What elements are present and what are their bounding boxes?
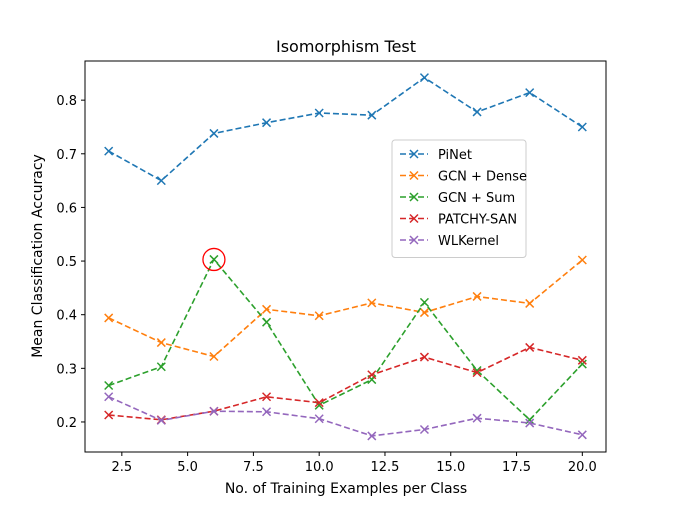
data-point-marker [367, 110, 377, 120]
data-point-marker [209, 406, 219, 416]
legend-label: WLKernel [438, 234, 499, 249]
data-point-marker [472, 365, 482, 376]
plot-frame [84, 60, 607, 453]
data-point-marker [472, 368, 482, 378]
data-point-marker [525, 88, 535, 98]
data-point-marker [525, 298, 535, 308]
y-tick-label: 0.5 [56, 255, 77, 270]
data-point-marker [314, 398, 324, 408]
data-point-marker [525, 418, 535, 428]
data-point-marker [472, 291, 482, 301]
data-point-marker [104, 410, 114, 420]
data-point-marker [262, 304, 272, 314]
data-point-marker [209, 128, 219, 138]
legend-item: PATCHY-SAN [400, 213, 517, 228]
y-tick-label: 0.7 [56, 148, 77, 163]
data-point-marker [104, 392, 114, 402]
x-axis: 2.5 5.0 7.5 10.0 12.5 15.0 17.5 20.0 [111, 452, 597, 475]
y-axis: 0.2 0.3 0.4 0.5 0.6 0.7 0.8 [56, 94, 85, 431]
legend-item: GCN + Sum [400, 191, 515, 206]
x-tick-label: 15.0 [436, 460, 465, 475]
series-layer [104, 73, 587, 441]
data-point-marker [262, 118, 272, 128]
data-point-marker [419, 297, 429, 307]
legend-label: GCN + Dense [438, 170, 527, 185]
data-point-marker [419, 308, 429, 318]
data-point-marker [419, 424, 429, 435]
data-point-marker [262, 392, 272, 402]
series-gcn-dense [104, 255, 587, 362]
data-point-marker [156, 415, 166, 425]
legend-label: GCN + Sum [438, 191, 515, 206]
data-point-marker [577, 355, 587, 365]
data-point-marker [104, 380, 114, 391]
data-point-marker [104, 146, 114, 156]
legend-label: PATCHY-SAN [438, 213, 517, 228]
plot-area [84, 60, 607, 453]
y-tick-label: 0.4 [56, 309, 77, 324]
legend-marker [409, 235, 419, 245]
data-point-marker [156, 176, 166, 186]
y-axis-label: Mean Classification Accuracy [30, 154, 46, 358]
legend-frame [391, 139, 527, 258]
data-point-marker [314, 108, 324, 118]
data-point-marker [209, 351, 219, 362]
data-point-marker [577, 430, 587, 440]
x-axis-label: No. of Training Examples per Class [225, 481, 467, 497]
data-point-marker [314, 311, 324, 321]
data-point-marker [367, 431, 377, 441]
legend-marker [409, 192, 419, 202]
legend-marker [409, 170, 419, 181]
data-point-marker [156, 338, 166, 348]
x-tick-label: 20.0 [568, 460, 597, 475]
highlight-circle [202, 247, 226, 272]
data-point-marker [419, 352, 429, 362]
data-point-marker [419, 73, 429, 83]
legend-label: PiNet [438, 148, 472, 163]
x-tick-label: 7.5 [243, 460, 264, 475]
legend: PiNet GCN + Dense GCN + Sum PATCHY-SAN WLKer… [391, 139, 527, 258]
data-point-marker [577, 255, 587, 265]
series-line [108, 346, 583, 421]
data-point-marker [367, 298, 377, 308]
x-tick-label: 17.5 [502, 460, 531, 475]
chart-title: Isomorphism Test [276, 37, 416, 56]
y-tick-label: 0.6 [56, 201, 77, 216]
legend-item: WLKernel [400, 234, 499, 249]
data-point-marker [577, 359, 587, 369]
series-line [108, 76, 583, 182]
series-wlkernel [104, 392, 587, 441]
series-line [108, 396, 583, 437]
data-point-marker [156, 362, 166, 372]
data-point-marker [472, 413, 482, 423]
data-point-marker [367, 370, 377, 380]
y-tick-label: 0.2 [56, 416, 77, 431]
legend-marker [409, 149, 419, 159]
series-gcn-sum [104, 254, 587, 425]
y-tick-label: 0.3 [56, 362, 77, 377]
data-point-marker [209, 254, 219, 264]
data-point-marker [577, 122, 587, 132]
data-point-marker [314, 414, 324, 424]
x-tick-label: 5.0 [177, 460, 198, 475]
legend-item: GCN + Dense [400, 170, 527, 185]
data-point-marker [525, 415, 535, 425]
data-point-marker [525, 342, 535, 352]
series-pinet [104, 73, 587, 186]
data-point-marker [472, 107, 482, 117]
y-tick-label: 0.8 [56, 94, 77, 109]
x-tick-label: 10.0 [305, 460, 334, 475]
x-tick-label: 12.5 [370, 460, 399, 475]
data-point-marker [104, 313, 114, 323]
legend-marker [409, 213, 419, 224]
series-line [108, 259, 583, 358]
legend-item: PiNet [400, 148, 472, 163]
data-point-marker [262, 407, 272, 417]
data-point-marker [262, 317, 272, 327]
x-tick-label: 2.5 [111, 460, 132, 475]
annotation-layer [202, 247, 226, 272]
